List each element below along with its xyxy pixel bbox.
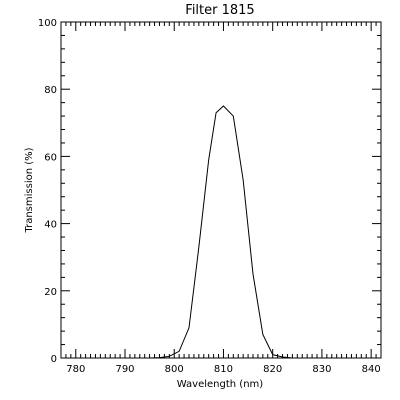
x-tick-label: 810 xyxy=(214,364,233,375)
y-tick-label: 40 xyxy=(44,220,57,231)
x-axis-title: Wavelength (nm) xyxy=(177,379,263,390)
x-tick-label: 790 xyxy=(115,364,134,375)
major-ticks xyxy=(61,21,381,359)
y-tick-label: 80 xyxy=(44,85,57,96)
y-tick-labels: 0 20 40 60 80 100 xyxy=(38,18,57,365)
x-tick-labels: 780 790 800 810 820 830 840 xyxy=(66,364,380,375)
y-tick-label: 60 xyxy=(44,152,57,163)
y-tick-label: 0 xyxy=(51,354,57,365)
y-tick-label: 100 xyxy=(38,18,57,29)
y-tick-label: 20 xyxy=(44,287,57,298)
x-tick-label: 830 xyxy=(312,364,331,375)
x-tick-label: 840 xyxy=(362,364,381,375)
x-tick-label: 800 xyxy=(165,364,184,375)
minor-ticks xyxy=(60,22,382,358)
plot-frame xyxy=(60,21,382,359)
chart-title: Filter 1815 xyxy=(185,3,254,18)
y-axis-title: Transmission (%) xyxy=(24,147,35,233)
x-tick-label: 820 xyxy=(263,364,282,375)
series-line-transmission xyxy=(149,105,293,359)
x-tick-label: 780 xyxy=(66,364,85,375)
